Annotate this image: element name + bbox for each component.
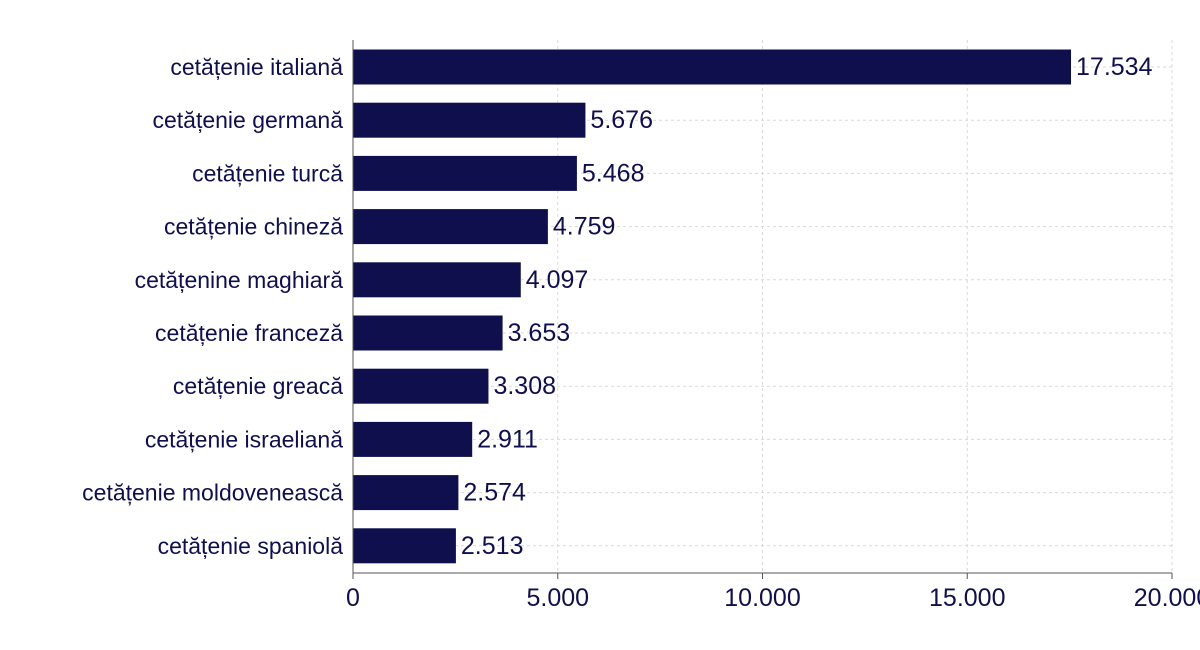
bar (353, 209, 548, 245)
value-label: 5.468 (582, 159, 645, 187)
value-label: 2.911 (477, 425, 538, 453)
value-label: 3.653 (508, 319, 571, 347)
value-label: 2.574 (463, 479, 526, 507)
x-tick-label: 15.000 (929, 584, 1005, 612)
category-label: cetățenie greacă (173, 373, 343, 399)
axes (352, 40, 1173, 579)
category-label: cetățenie israeliană (145, 426, 343, 452)
bar (353, 102, 586, 138)
x-tick-label: 20.000 (1134, 584, 1200, 612)
value-label: 4.097 (526, 266, 589, 294)
grid-lines (353, 40, 1173, 573)
category-label: cetățenie chineză (164, 214, 343, 240)
value-label: 4.759 (553, 213, 616, 241)
labels: cetățenie italiană 17.534 cetățenie german… (82, 53, 1200, 612)
bar (353, 315, 503, 351)
bar (353, 421, 473, 457)
bar (353, 155, 577, 191)
category-label: cetățenie spaniolă (158, 533, 344, 559)
x-tick-label: 5.000 (526, 584, 589, 612)
bar (353, 368, 489, 404)
x-tick-label: 0 (346, 584, 360, 612)
category-label: cetățenie moldovenească (82, 480, 343, 506)
category-label: cetățenie germană (152, 107, 343, 133)
value-label: 17.534 (1076, 53, 1153, 81)
value-label: 5.676 (590, 106, 653, 134)
category-label: cetățenine maghiară (135, 267, 344, 293)
bar (353, 49, 1072, 85)
value-label: 3.308 (493, 372, 556, 400)
category-label: cetățenie franceză (155, 320, 343, 346)
bar (353, 262, 521, 298)
bar (353, 475, 459, 511)
x-tick-label: 10.000 (724, 584, 800, 612)
category-label: cetățenie turcă (192, 160, 343, 186)
value-label: 2.513 (461, 532, 524, 560)
bar (353, 528, 456, 564)
category-label: cetățenie italiană (170, 54, 343, 80)
bars (353, 49, 1072, 564)
